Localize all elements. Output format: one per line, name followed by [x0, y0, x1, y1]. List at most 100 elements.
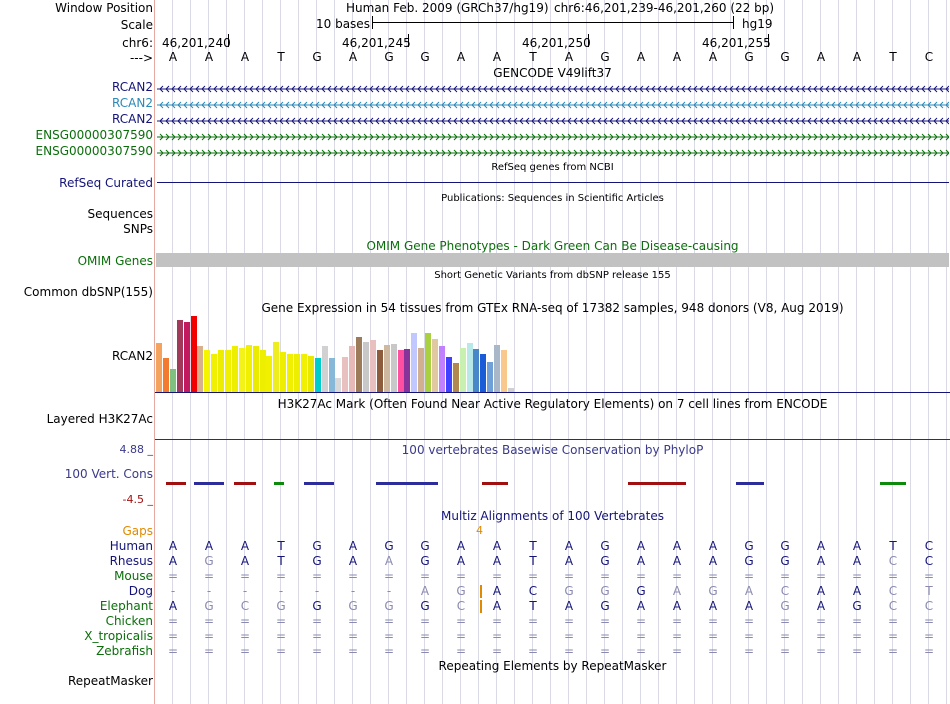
- multiz-base: =: [455, 614, 467, 628]
- gtex-bar[interactable]: [397, 350, 404, 392]
- gtex-bar[interactable]: [480, 354, 487, 392]
- gtex-bar[interactable]: [190, 316, 197, 392]
- gtex-bar[interactable]: [418, 348, 425, 392]
- gtex-bar[interactable]: [314, 358, 321, 392]
- gtex-bar[interactable]: [411, 333, 418, 392]
- base-letter: A: [492, 50, 502, 64]
- gtex-bar[interactable]: [307, 356, 314, 392]
- gtex-bar[interactable]: [218, 350, 225, 392]
- multiz-base: G: [636, 584, 646, 598]
- gtex-bar[interactable]: [452, 363, 459, 392]
- multiz-base: =: [743, 614, 755, 628]
- gtex-bar[interactable]: [225, 350, 231, 392]
- gencode-track-line[interactable]: [157, 115, 949, 127]
- omim-bar[interactable]: [156, 253, 949, 267]
- gtex-bar[interactable]: [425, 333, 432, 392]
- gtex-bar[interactable]: [245, 345, 252, 392]
- multiz-species-label[interactable]: X_tropicalis: [84, 629, 153, 643]
- multiz-base: T: [277, 539, 285, 553]
- gtex-bar[interactable]: [501, 350, 507, 392]
- gtex-bar[interactable]: [356, 337, 363, 392]
- gtex-bar[interactable]: [204, 350, 211, 392]
- h3k27ac-label[interactable]: Layered H3K27Ac: [46, 412, 153, 426]
- omim-label[interactable]: OMIM Genes: [77, 254, 153, 268]
- gtex-bar[interactable]: [300, 354, 307, 392]
- gencode-track-line[interactable]: [157, 131, 949, 143]
- multiz-species-label[interactable]: Zebrafish: [96, 644, 153, 658]
- gtex-bar[interactable]: [231, 346, 238, 392]
- gtex-bar[interactable]: [445, 357, 452, 392]
- gencode-track-label[interactable]: ENSG00000307590: [35, 128, 153, 142]
- gtex-bar[interactable]: [280, 352, 287, 392]
- multiz-base: A: [744, 599, 754, 613]
- multiz-base: A: [636, 539, 646, 553]
- multiz-species-label[interactable]: Human: [109, 539, 153, 553]
- gencode-track-label[interactable]: RCAN2: [112, 80, 153, 94]
- gtex-bar[interactable]: [376, 350, 383, 392]
- gtex-bar[interactable]: [383, 345, 390, 392]
- gtex-bar[interactable]: [494, 345, 501, 392]
- sequences-label[interactable]: Sequences: [87, 207, 153, 221]
- gtex-bar[interactable]: [473, 349, 480, 392]
- gtex-bar[interactable]: [238, 348, 245, 392]
- multiz-species-label[interactable]: Elephant: [99, 599, 153, 613]
- multiz-base: =: [707, 569, 719, 583]
- multiz-base: A: [564, 599, 574, 613]
- dbsnp-label[interactable]: Common dbSNP(155): [23, 285, 153, 299]
- gtex-bar[interactable]: [466, 343, 473, 392]
- gtex-bar[interactable]: [390, 344, 397, 392]
- gtex-label[interactable]: RCAN2: [112, 349, 153, 363]
- gtex-bar[interactable]: [252, 346, 259, 392]
- multiz-base: A: [492, 584, 502, 598]
- gtex-bar[interactable]: [259, 350, 266, 392]
- multiz-species-label[interactable]: Chicken: [105, 614, 153, 628]
- gencode-track-label[interactable]: ENSG00000307590: [35, 144, 153, 158]
- gencode-track-line[interactable]: [157, 83, 949, 95]
- gencode-track-line[interactable]: [157, 99, 949, 111]
- chrom-label: chr6:: [122, 36, 153, 50]
- refseq-label[interactable]: RefSeq Curated: [59, 176, 153, 190]
- multiz-base: =: [851, 644, 863, 658]
- gtex-bar[interactable]: [459, 348, 466, 392]
- gtex-bar[interactable]: [211, 354, 218, 392]
- snps-label[interactable]: SNPs: [123, 222, 153, 236]
- gtex-bar[interactable]: [176, 320, 183, 392]
- scale-bar-right: [733, 16, 734, 29]
- gtex-bar[interactable]: [349, 346, 356, 392]
- gtex-bar[interactable]: [342, 357, 349, 392]
- gtex-bar[interactable]: [156, 343, 162, 392]
- gtex-bar[interactable]: [266, 356, 273, 392]
- gtex-bar[interactable]: [287, 354, 294, 392]
- gtex-bar[interactable]: [197, 346, 204, 392]
- gtex-bar[interactable]: [169, 369, 176, 392]
- gtex-bar[interactable]: [162, 358, 169, 392]
- gtex-bar[interactable]: [328, 358, 335, 392]
- gtex-bar[interactable]: [438, 346, 445, 392]
- position-title[interactable]: chr6:46,201,239-46,201,260 (22 bp): [554, 1, 775, 15]
- refseq-line[interactable]: [157, 182, 949, 183]
- gtex-bar[interactable]: [487, 362, 494, 392]
- gtex-bar[interactable]: [321, 346, 328, 392]
- gtex-bar[interactable]: [294, 354, 300, 392]
- gtex-bar[interactable]: [183, 322, 190, 392]
- gtex-bar[interactable]: [363, 342, 369, 392]
- multiz-base: A: [348, 554, 358, 568]
- gencode-track-line[interactable]: [157, 147, 949, 159]
- gtex-bar[interactable]: [273, 342, 280, 392]
- multiz-base: -: [386, 584, 392, 598]
- phylop-label[interactable]: 100 Vert. Cons: [64, 467, 153, 481]
- multiz-base: =: [239, 614, 251, 628]
- gtex-chart[interactable]: [156, 316, 536, 392]
- gencode-track-label[interactable]: RCAN2: [112, 96, 153, 110]
- gtex-bar[interactable]: [369, 340, 376, 392]
- gencode-track-label[interactable]: RCAN2: [112, 112, 153, 126]
- gtex-bar[interactable]: [335, 378, 342, 392]
- gtex-bar[interactable]: [507, 388, 514, 392]
- repeatmasker-label[interactable]: RepeatMasker: [67, 674, 153, 688]
- multiz-base: =: [923, 644, 935, 658]
- multiz-species-label[interactable]: Mouse: [114, 569, 153, 583]
- multiz-species-label[interactable]: Dog: [128, 584, 153, 598]
- gtex-bar[interactable]: [404, 349, 411, 392]
- multiz-species-label[interactable]: Rhesus: [109, 554, 153, 568]
- gtex-bar[interactable]: [432, 339, 438, 392]
